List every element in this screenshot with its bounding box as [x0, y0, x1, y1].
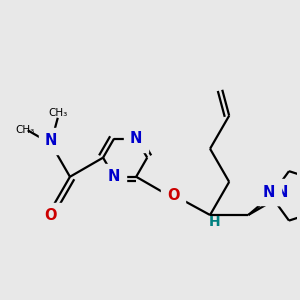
Text: N: N: [108, 169, 120, 184]
Text: N: N: [130, 131, 142, 146]
Text: O: O: [167, 188, 179, 203]
Text: N: N: [275, 184, 288, 200]
Text: CH₃: CH₃: [48, 108, 68, 118]
Text: N: N: [45, 133, 57, 148]
Text: O: O: [45, 208, 57, 223]
Text: N: N: [263, 184, 275, 200]
Text: H: H: [209, 215, 220, 229]
Text: CH₃: CH₃: [15, 125, 34, 135]
